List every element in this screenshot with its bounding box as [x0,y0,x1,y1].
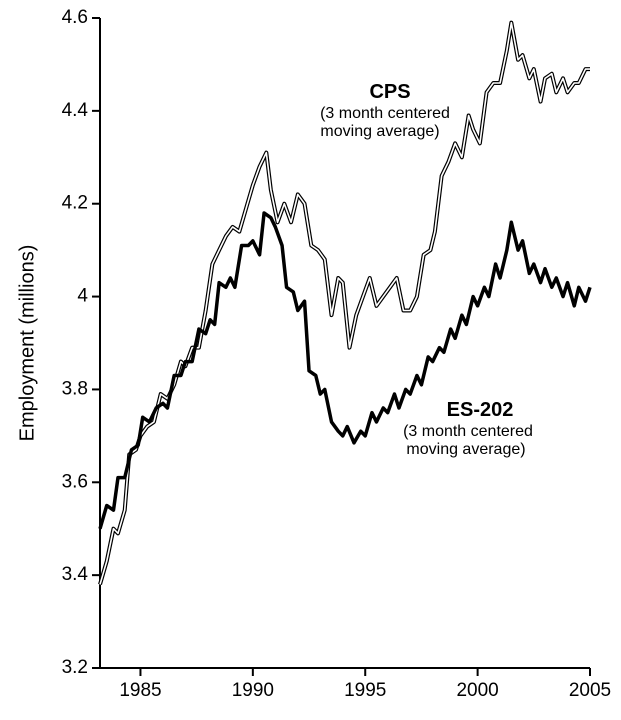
x-tick-label: 1990 [232,680,274,701]
annotation: CPS (3 month centered moving average) [320,81,450,140]
x-tick-label: 2005 [569,680,611,701]
annotation: ES-202 (3 month centered moving average) [403,399,533,458]
x-tick-label: 1995 [344,680,386,701]
annotation-title: CPS [369,81,410,103]
annotation-text: (3 month centered [320,105,450,122]
y-tick-label: 4.2 [62,193,88,214]
annotation-text: moving average) [320,123,439,140]
y-tick-label: 4 [77,286,88,307]
y-tick-label: 3.2 [62,657,88,678]
annotation-text: moving average) [406,441,525,458]
series-line-inner [99,21,590,585]
y-tick-label: 3.8 [62,378,88,399]
series-line [98,211,592,530]
y-tick-label: 4.4 [62,100,89,121]
annotation-text: (3 month centered [403,423,533,440]
y-tick-label: 4.6 [62,7,88,28]
y-axis-label: Employment (millions) [16,245,38,442]
y-tick-label: 3.6 [62,471,88,492]
x-tick-label: 1985 [119,680,161,701]
x-tick-label: 2000 [456,680,498,701]
annotation-title: ES-202 [447,399,514,421]
y-tick-label: 3.4 [62,564,89,585]
